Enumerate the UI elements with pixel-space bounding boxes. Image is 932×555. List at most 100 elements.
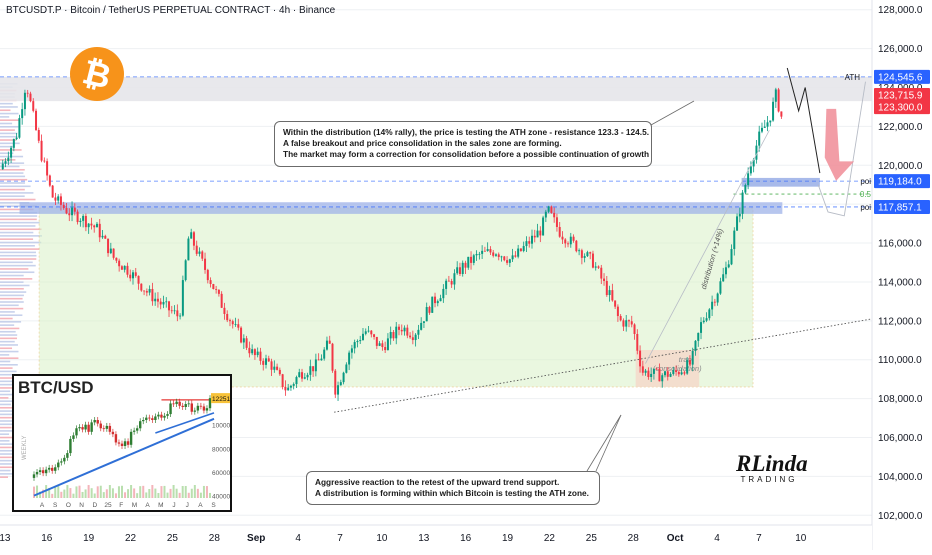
candle-body: [237, 324, 240, 328]
inset-volume-bar: [154, 488, 157, 498]
price-tick-label: 104,000.0: [878, 472, 923, 483]
volume-profile-bar: [0, 436, 18, 439]
candle-body: [547, 206, 550, 212]
candle-body: [231, 321, 234, 325]
inset-volume-bar: [136, 493, 139, 498]
volume-profile-bar: [0, 440, 10, 442]
candle-body: [616, 306, 619, 317]
candle-body: [675, 370, 678, 373]
candle-body: [265, 358, 268, 365]
candle-body: [143, 290, 146, 292]
price-tick-label: 116,000.0: [878, 239, 922, 250]
inset-volume-bar: [190, 488, 193, 498]
volume-profile-bar: [0, 116, 10, 118]
candle-body: [93, 225, 96, 228]
candle-body: [627, 320, 630, 322]
candle-body: [400, 329, 403, 332]
price-level-label: 124,545.6: [878, 72, 923, 83]
volume-profile-bar: [0, 152, 14, 155]
candle-body: [381, 343, 384, 348]
volume-profile-bar: [0, 301, 24, 303]
candle-body: [26, 92, 29, 94]
inset-candle: [181, 405, 184, 407]
inset-time-label: J: [186, 502, 189, 509]
candle-body: [23, 92, 26, 110]
volume-profile-bar: [0, 420, 14, 422]
candle-body: [112, 248, 115, 258]
volume-profile-bar: [0, 126, 19, 128]
volume-profile-bar: [0, 413, 16, 416]
inset-volume-bar: [36, 485, 39, 498]
volume-profile-bar: [0, 268, 29, 270]
inset-volume-bar: [205, 486, 208, 498]
callout-1-line-1: Within the distribution (14% rally), the…: [283, 127, 649, 137]
volume-profile-bar: [0, 297, 23, 300]
candle-body: [215, 289, 218, 290]
candle-body: [295, 377, 298, 385]
volume-profile-bar: [0, 202, 30, 204]
candle-body: [151, 288, 154, 302]
inset-candle: [196, 405, 200, 411]
inset-volume-bar: [117, 486, 120, 498]
inset-candle: [166, 414, 169, 416]
candle-body: [428, 307, 431, 313]
inset-volume-bar: [66, 485, 69, 498]
inset-volume-bar: [133, 488, 136, 498]
volume-profile-bar: [0, 172, 24, 174]
candle-body: [569, 236, 572, 245]
time-tick-label: 28: [209, 533, 221, 544]
candle-body: [132, 272, 135, 279]
candle-body: [367, 330, 370, 332]
volume-profile-bar: [0, 347, 13, 350]
candle-body: [162, 301, 165, 305]
candle-body: [209, 280, 212, 285]
volume-profile-bar: [0, 410, 14, 412]
candle-body: [273, 366, 276, 370]
volume-profile-bar: [0, 446, 12, 449]
candle-body: [425, 307, 428, 322]
candle-body: [409, 335, 412, 338]
candle-body: [206, 269, 209, 281]
candle-body: [54, 197, 57, 201]
candle-body: [680, 372, 683, 375]
inset-time-label: A: [40, 502, 45, 509]
inset-volume-bar: [145, 492, 148, 498]
volume-profile-bar: [0, 112, 19, 115]
inset-candle: [145, 417, 148, 420]
inset-candle: [178, 401, 181, 406]
candle-body: [270, 361, 273, 370]
candle-body: [736, 216, 739, 231]
volume-profile-bar: [0, 307, 24, 310]
candle-body: [350, 348, 353, 353]
inset-volume-bar: [166, 492, 169, 498]
candle-body: [550, 206, 553, 213]
volume-profile-bar: [0, 102, 13, 105]
candle-body: [284, 386, 287, 391]
candle-body: [434, 296, 437, 304]
inset-time-label: S: [211, 502, 216, 509]
candle-body: [755, 145, 758, 160]
volume-profile-bar: [0, 208, 34, 211]
projection-path-up: [817, 81, 866, 217]
candle-body: [630, 321, 633, 325]
inset-candle: [81, 427, 84, 430]
inset-candle: [123, 441, 127, 446]
volume-profile-bar: [0, 337, 18, 340]
inset-volume-bar: [96, 486, 99, 498]
volume-profile-bar: [0, 261, 33, 264]
candle-body: [450, 281, 453, 285]
candle-body: [65, 208, 68, 214]
candle-body: [256, 351, 259, 356]
volume-profile-bar: [0, 188, 25, 191]
candle-body: [29, 93, 32, 102]
volume-profile-bar: [0, 182, 26, 184]
volume-profile-bar: [0, 264, 36, 267]
candle-body: [605, 280, 608, 296]
candle-body: [240, 327, 243, 343]
time-tick-label: 10: [376, 533, 388, 544]
candle-body: [539, 230, 542, 236]
candle-body: [192, 232, 195, 246]
volume-profile-bar: [0, 311, 15, 313]
correction-arrow: [824, 108, 855, 181]
